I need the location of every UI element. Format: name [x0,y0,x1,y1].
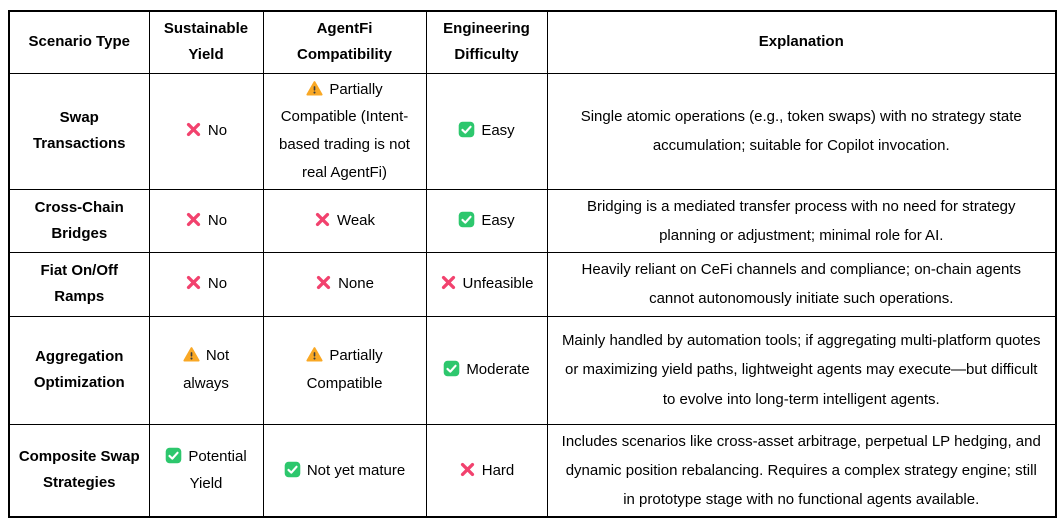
status-label: None [338,275,374,293]
engineering-difficulty-cell: Moderate [425,315,548,425]
engineering-difficulty-cell: Easy [425,188,548,253]
table-row: Swap Transactions No Partially Compatible … [8,72,1057,190]
sustainable-yield-cell: Not always [148,315,264,425]
explanation-cell: Includes scenarios like cross-asset arbi… [546,423,1057,518]
col-header-sustainable-yield: Sustainable Yield [148,10,264,74]
status-label: Partially Compatible [306,347,383,392]
scenario-cell: Aggregation Optimization [8,315,150,425]
status-label: Partially Compatible (Intent-based tradi… [279,80,410,181]
header-row: Scenario Type Sustainable Yield AgentFi … [8,10,1057,74]
status-label: Weak [336,211,376,229]
check-icon [166,447,182,463]
agentfi-compatibility-cell: Not yet mature [262,423,427,518]
explanation-cell: Heavily reliant on CeFi channels and com… [546,252,1057,317]
warning-icon [306,80,323,95]
warning-icon [183,347,200,362]
sustainable-yield-cell: No [148,188,264,253]
table-row: Fiat On/Off Ramps No None Unfeasible Heavily… [8,252,1057,317]
col-header-explanation: Explanation [546,10,1057,74]
scenario-cell: Composite Swap Strategies [8,423,150,518]
explanation-cell: Bridging is a mediated transfer process … [546,188,1057,253]
cross-icon [315,212,330,226]
status-label: Moderate [466,361,530,379]
col-header-engineering-difficulty: Engineering Difficulty [425,10,548,74]
check-icon [459,211,475,228]
agentfi-compatibility-cell: Partially Compatible (Intent-based tradi… [262,72,427,190]
scenario-table: Scenario Type Sustainable Yield AgentFi … [8,10,1057,519]
explanation-cell: Single atomic operations (e.g., token sw… [546,72,1057,190]
col-header-scenario-type: Scenario Type [8,10,150,74]
status-label: Easy [481,122,515,140]
col-header-agentfi-compatibility: AgentFi Compatibility [262,10,427,74]
scenario-cell: Fiat On/Off Ramps [8,252,150,317]
engineering-difficulty-cell: Hard [425,423,548,518]
status-label: Easy [481,211,515,229]
cross-icon [186,212,200,226]
status-label: Not yet mature [306,461,406,479]
status-label: Unfeasible [462,275,534,293]
table-row: Composite Swap Strategies Potential Yield… [8,423,1057,518]
engineering-difficulty-cell: Unfeasible [425,252,548,317]
scenario-cell: Swap Transactions [8,72,150,190]
engineering-difficulty-cell: Easy [425,72,548,190]
cross-icon [441,276,455,290]
status-label: No [207,122,228,140]
explanation-cell: Mainly handled by automation tools; if a… [546,315,1057,425]
agentfi-compatibility-cell: Partially Compatible [262,315,427,425]
table-body: Swap Transactions No Partially Compatible … [8,72,1057,518]
status-label: Potential Yield [188,447,247,493]
cross-icon [186,123,200,137]
cross-icon [316,276,331,290]
sustainable-yield-cell: No [148,72,264,190]
check-icon [284,461,301,477]
check-icon [444,360,460,377]
status-label: No [207,275,228,293]
status-label: No [207,211,228,229]
status-label: Not always [183,347,230,392]
agentfi-compatibility-cell: Weak [262,188,427,253]
cross-icon [186,276,200,290]
status-label: Hard [481,461,515,479]
check-icon [459,121,475,138]
scenario-cell: Cross-Chain Bridges [8,188,150,253]
cross-icon [460,462,474,476]
warning-icon [306,347,323,362]
agentfi-compatibility-cell: None [262,252,427,317]
table-row: Aggregation Optimization Not always Partia… [8,315,1057,425]
sustainable-yield-cell: No [148,252,264,317]
sustainable-yield-cell: Potential Yield [148,423,264,518]
table-row: Cross-Chain Bridges No Weak Easy Bridging is… [8,188,1057,253]
